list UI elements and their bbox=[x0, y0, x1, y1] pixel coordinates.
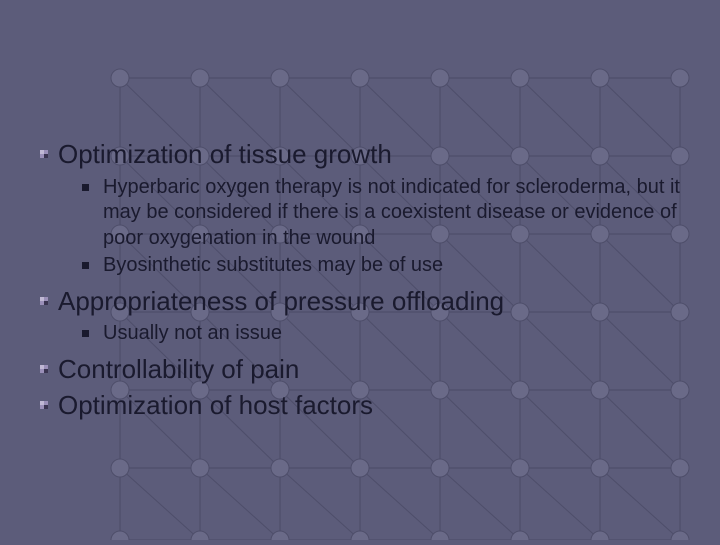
sub-item: Usually not an issue bbox=[82, 321, 690, 347]
bullet-icon bbox=[40, 401, 48, 409]
sub-list: Usually not an issue bbox=[82, 321, 690, 347]
bullet-icon bbox=[40, 365, 48, 373]
main-item-text: Controllability of pain bbox=[58, 353, 299, 386]
sub-item: Hyperbaric oxygen therapy is not indicat… bbox=[82, 175, 690, 252]
sub-item-text: Byosinthetic substitutes may be of use bbox=[103, 253, 443, 279]
main-item-text: Appropriateness of pressure offloading bbox=[58, 285, 504, 318]
main-item-text: Optimization of tissue growth bbox=[58, 138, 392, 171]
sub-item-text: Hyperbaric oxygen therapy is not indicat… bbox=[103, 175, 690, 252]
bullet-icon bbox=[40, 297, 48, 305]
square-bullet-icon bbox=[82, 330, 89, 337]
sub-item-text: Usually not an issue bbox=[103, 321, 282, 347]
main-item: Appropriateness of pressure offloading bbox=[40, 285, 690, 318]
main-item: Optimization of tissue growth bbox=[40, 138, 690, 171]
sub-item: Byosinthetic substitutes may be of use bbox=[82, 253, 690, 279]
main-item: Optimization of host factors bbox=[40, 389, 690, 422]
main-item-text: Optimization of host factors bbox=[58, 389, 373, 422]
square-bullet-icon bbox=[82, 262, 89, 269]
square-bullet-icon bbox=[82, 184, 89, 191]
slide-content: Optimization of tissue growth Hyperbaric … bbox=[0, 0, 720, 422]
bullet-icon bbox=[40, 150, 48, 158]
main-item: Controllability of pain bbox=[40, 353, 690, 386]
sub-list: Hyperbaric oxygen therapy is not indicat… bbox=[82, 175, 690, 279]
